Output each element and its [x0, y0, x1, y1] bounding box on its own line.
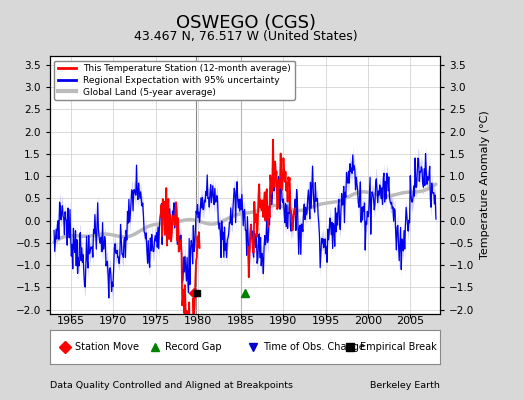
Text: 2000: 2000 — [354, 316, 382, 326]
Text: 1965: 1965 — [57, 316, 85, 326]
Text: 1990: 1990 — [269, 316, 297, 326]
Text: OSWEGO (CGS): OSWEGO (CGS) — [176, 14, 316, 32]
Text: Time of Obs. Change: Time of Obs. Change — [263, 342, 364, 352]
Text: Station Move: Station Move — [75, 342, 139, 352]
Text: 43.467 N, 76.517 W (United States): 43.467 N, 76.517 W (United States) — [135, 30, 358, 43]
Y-axis label: Temperature Anomaly (°C): Temperature Anomaly (°C) — [480, 111, 490, 259]
Text: 1970: 1970 — [100, 316, 127, 326]
Text: 1985: 1985 — [226, 316, 255, 326]
Text: 1995: 1995 — [311, 316, 340, 326]
Legend: This Temperature Station (12-month average), Regional Expectation with 95% uncer: This Temperature Station (12-month avera… — [54, 60, 294, 100]
Text: 1975: 1975 — [141, 316, 170, 326]
Text: 2005: 2005 — [396, 316, 424, 326]
Text: Empirical Break: Empirical Break — [360, 342, 437, 352]
Text: Berkeley Earth: Berkeley Earth — [370, 381, 440, 390]
Text: Data Quality Controlled and Aligned at Breakpoints: Data Quality Controlled and Aligned at B… — [50, 381, 293, 390]
Text: Record Gap: Record Gap — [165, 342, 222, 352]
Text: 1980: 1980 — [184, 316, 212, 326]
